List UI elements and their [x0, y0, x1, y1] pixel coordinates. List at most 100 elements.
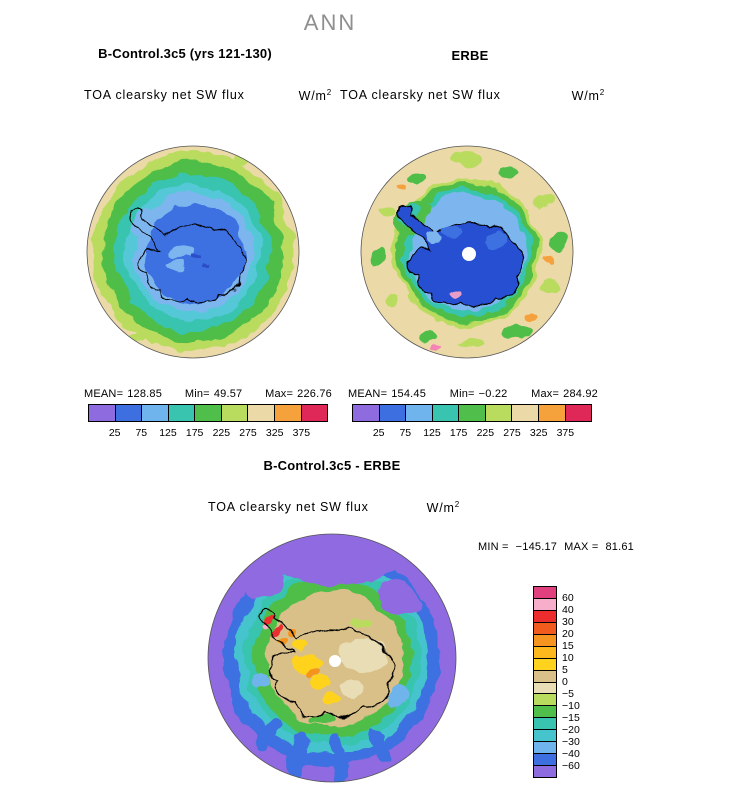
- min-value: −0.22: [478, 388, 508, 400]
- diff-variable-label: TOA clearsky net SW flux: [208, 500, 369, 514]
- mean-value: 128.85: [127, 388, 163, 400]
- colorbar-tick: 275: [239, 427, 257, 439]
- colorbar-tick: 225: [476, 427, 495, 439]
- colorbar-tick: 125: [159, 427, 177, 439]
- colorbar-cell: [511, 405, 538, 421]
- colorbar-cell: [484, 405, 512, 421]
- model-variable-label: TOA clearsky net SW flux: [84, 88, 245, 102]
- erbe-colorbar-ticks: 25 75 125 175 225 275 325 375: [352, 427, 592, 441]
- diff-subtitle-row: TOA clearsky net SW flux W/m2: [208, 500, 460, 515]
- colorbar-cell: [534, 717, 556, 730]
- diff-map: [207, 533, 457, 783]
- colorbar-tick: −15: [562, 712, 580, 724]
- colorbar-cell: [534, 645, 556, 658]
- colorbar-cell: [300, 405, 328, 421]
- diff-minmax: MIN = −145.17 MAX = 81.61: [478, 541, 634, 553]
- colorbar-tick: −60: [562, 760, 580, 772]
- colorbar-tick: 325: [529, 427, 548, 439]
- min-label: Min=: [184, 388, 210, 400]
- colorbar-cell: [534, 609, 556, 622]
- colorbar-cell: [534, 741, 556, 754]
- colorbar-tick: 175: [185, 427, 204, 439]
- colorbar-tick: −5: [562, 688, 574, 700]
- colorbar-cell: [534, 693, 556, 706]
- max-label: Max=: [265, 388, 294, 400]
- colorbar-tick: 175: [449, 427, 468, 439]
- colorbar-cell: [431, 405, 459, 421]
- colorbar-cell: [89, 405, 115, 421]
- diff-colorbar-ticks: 60 40 30 20 15 10 5 0 −5 −10 −15 −20 −30…: [562, 586, 596, 778]
- map-boundary-circle: [86, 145, 300, 359]
- mean-value: 154.45: [391, 388, 427, 400]
- model-colorbar: [88, 404, 328, 422]
- colorbar-tick: 15: [562, 640, 574, 652]
- colorbar-tick: 125: [423, 427, 441, 439]
- colorbar-cell: [273, 405, 301, 421]
- colorbar-tick: 30: [562, 616, 574, 628]
- min-label: Min=: [449, 388, 475, 400]
- colorbar-cell: [534, 669, 556, 682]
- map-boundary-circle: [360, 145, 574, 359]
- colorbar-tick: 40: [562, 604, 574, 616]
- colorbar-cell: [378, 405, 406, 421]
- colorbar-tick: −20: [562, 724, 580, 736]
- erbe-contour-fill-group: [361, 146, 573, 358]
- pole-data-hole: [329, 655, 341, 667]
- colorbar-tick: 20: [562, 628, 574, 640]
- season-title: ANN: [303, 10, 357, 35]
- colorbar-cell: [534, 753, 556, 766]
- colorbar-cell: [114, 405, 142, 421]
- model-stats: MEAN= 128.85 Min= 49.57 Max= 226.76: [84, 388, 332, 400]
- colorbar-cell: [534, 587, 556, 598]
- colorbar-cell: [141, 405, 168, 421]
- map-boundary-circle: [207, 533, 457, 783]
- colorbar-tick: 325: [265, 427, 284, 439]
- colorbar-tick: −40: [562, 748, 580, 760]
- colorbar-cell: [534, 681, 556, 694]
- colorbar-tick: 75: [399, 427, 412, 439]
- diff-min-label: MIN =: [478, 541, 509, 553]
- colorbar-tick: 5: [562, 664, 568, 676]
- colorbar-cell: [537, 405, 565, 421]
- colorbar-cell: [247, 405, 274, 421]
- pole-data-hole: [462, 247, 476, 261]
- colorbar-cell: [353, 405, 379, 421]
- colorbar-tick: 375: [292, 427, 311, 439]
- colorbar-tick: 25: [108, 427, 121, 439]
- colorbar-tick: 75: [135, 427, 148, 439]
- erbe-map: [360, 145, 574, 359]
- colorbar-cell: [220, 405, 248, 421]
- colorbar-tick: 375: [556, 427, 575, 439]
- model-subtitle-row: TOA clearsky net SW flux W/m2: [84, 88, 332, 103]
- erbe-panel-title: ERBE: [451, 48, 489, 63]
- max-value: 284.92: [563, 388, 598, 400]
- colorbar-cell: [534, 633, 556, 646]
- diff-panel-title: B-Control.3c5 - ERBE: [263, 458, 401, 473]
- colorbar-tick: 60: [562, 592, 574, 604]
- model-colorbar-ticks: 25 75 125 175 225 275 325 375: [88, 427, 328, 441]
- diff-colorbar: [533, 586, 557, 778]
- diff-max-value: 81.61: [605, 541, 634, 553]
- erbe-colorbar: [352, 404, 592, 422]
- colorbar-tick: 10: [562, 652, 574, 664]
- model-contour-fill-group: [87, 146, 299, 358]
- colorbar-cell: [534, 657, 556, 670]
- max-value: 226.76: [297, 388, 332, 400]
- colorbar-cell: [534, 621, 556, 634]
- model-map: [86, 145, 300, 359]
- diff-max-label: MAX =: [564, 541, 599, 553]
- colorbar-tick: −10: [562, 700, 580, 712]
- colorbar-tick: 275: [503, 427, 521, 439]
- diff-min-value: −145.17: [515, 541, 558, 553]
- min-value: 49.57: [213, 388, 243, 400]
- colorbar-cell: [458, 405, 485, 421]
- max-label: Max=: [531, 388, 560, 400]
- mean-label: MEAN=: [84, 388, 124, 400]
- colorbar-cell: [534, 729, 556, 742]
- colorbar-tick: 25: [372, 427, 385, 439]
- colorbar-cell: [194, 405, 221, 421]
- erbe-subtitle-row: TOA clearsky net SW flux W/m2: [340, 88, 605, 103]
- colorbar-cell: [534, 705, 556, 718]
- diff-units-label: W/m2: [426, 500, 460, 516]
- colorbar-tick: −30: [562, 736, 580, 748]
